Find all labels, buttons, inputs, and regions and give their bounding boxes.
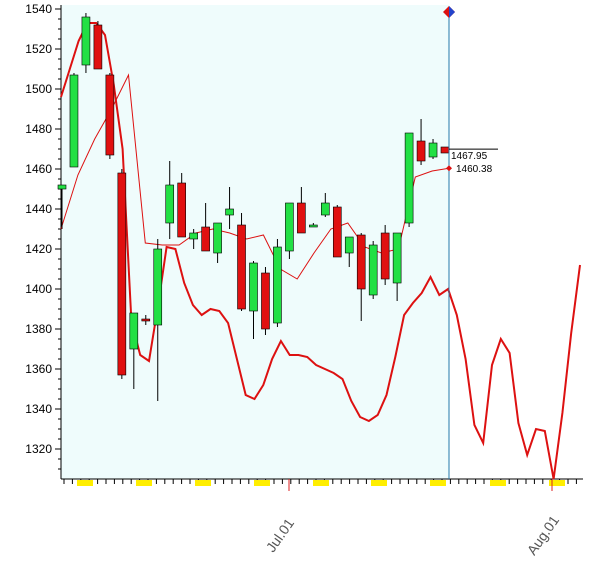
y-tick-label: 1500 [25, 82, 52, 96]
candle-body [237, 224, 246, 310]
week-marker [254, 480, 270, 486]
candle-body [117, 172, 127, 376]
candle-body [129, 312, 139, 350]
cursor-handle-diamond-half [449, 6, 455, 18]
candle-body [309, 224, 318, 228]
candle-body [177, 182, 186, 238]
y-tick-label: 1420 [25, 242, 52, 256]
candles [57, 13, 450, 401]
y-tick-label: 1360 [25, 362, 52, 376]
thick-indicator-line [60, 22, 581, 480]
candle-body [416, 140, 426, 162]
candle-body [213, 222, 222, 254]
y-tick-label: 1520 [25, 42, 52, 56]
candle-body [225, 208, 234, 216]
candle-body [428, 142, 438, 158]
candle-body [368, 244, 378, 296]
candle-body [380, 232, 390, 280]
y-tick-label: 1340 [25, 402, 52, 416]
y-tick-label: 1320 [25, 442, 52, 456]
y-tick-label: 1480 [25, 122, 52, 136]
last-value-marker [446, 165, 452, 172]
candle-body [356, 234, 366, 290]
last-value-label: 1467.95 [451, 151, 488, 162]
week-marker [313, 480, 329, 486]
week-marker [490, 480, 506, 486]
candle-body [273, 246, 282, 324]
candle-body [297, 202, 306, 234]
y-tick-label: 1460 [25, 162, 52, 176]
candle-body [105, 74, 115, 156]
candle-body [285, 202, 294, 252]
y-tick-label: 1440 [25, 202, 52, 216]
week-marker [430, 480, 446, 486]
candle-body [153, 248, 163, 326]
y-tick-label: 1380 [25, 322, 52, 336]
candle-body [141, 318, 151, 322]
week-marker [195, 480, 211, 486]
candle-body [249, 262, 258, 312]
candle-body [81, 16, 91, 66]
candle-body [201, 226, 210, 252]
cursor-line[interactable] [443, 6, 455, 479]
last-value-label: 1460.38 [456, 164, 493, 175]
last-value-labels: 1467.95 1460.38 [446, 148, 498, 175]
week-marker [77, 480, 93, 486]
week-marker [371, 480, 387, 486]
week-marker [549, 480, 565, 486]
candle-body [69, 74, 79, 168]
y-tick-label: 1540 [25, 2, 52, 16]
candle-body [440, 146, 450, 154]
candle-body [332, 206, 342, 258]
candle-body [189, 232, 198, 240]
y-tick-label: 1400 [25, 282, 52, 296]
y-axis: 1320 1340 1360 1380 1400 1420 1440 1460 1480 1500… [25, 2, 62, 479]
candle-body [261, 272, 270, 330]
candle-body [404, 132, 414, 224]
candle-body [93, 24, 103, 70]
candle-body [57, 184, 67, 190]
candle-body [321, 202, 330, 216]
candle-body [392, 232, 402, 284]
week-marker [136, 480, 152, 486]
candle-body [344, 236, 354, 254]
candle-body [165, 184, 175, 224]
